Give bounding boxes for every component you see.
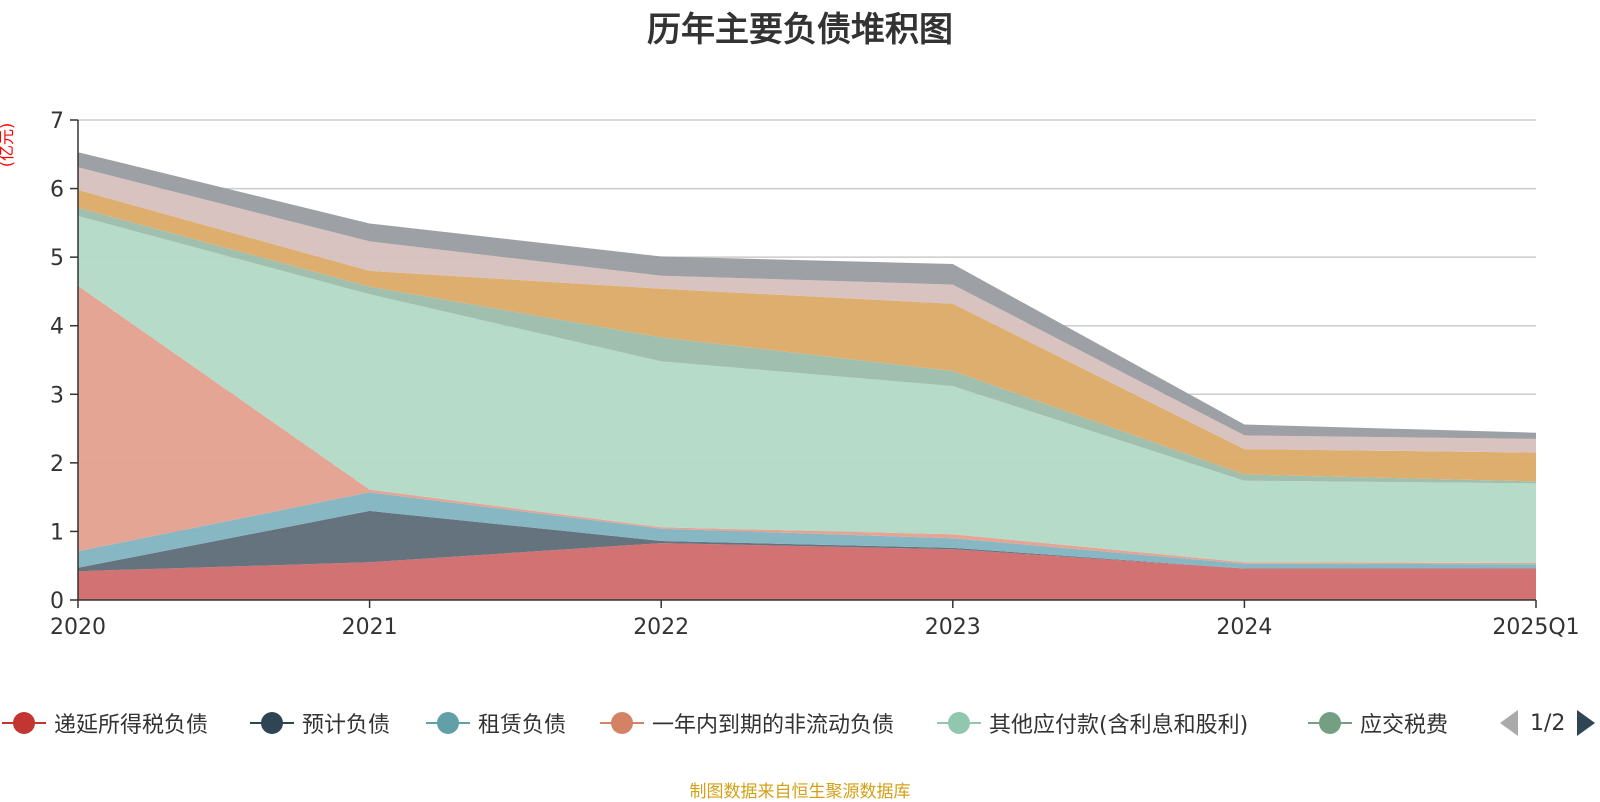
area-series-1 [78, 543, 1536, 600]
legend-label: 预计负债 [302, 713, 391, 738]
x-tick-label: 2020 [50, 615, 106, 640]
legend-item[interactable]: 一年内到期的非流动负债 [598, 703, 894, 743]
legend-marker-icon [937, 712, 981, 734]
area-series-3 [78, 492, 1536, 569]
legend-marker-icon [426, 712, 470, 734]
y-tick-label: 5 [50, 246, 64, 271]
legend-item[interactable]: 递延所得税负债 [0, 703, 208, 743]
x-tick-label: 2022 [633, 615, 689, 640]
source-note: 制图数据来自恒生聚源数据库 [689, 782, 911, 802]
area-series-5 [78, 216, 1536, 563]
x-tick-label: 2023 [925, 615, 981, 640]
area-series-7 [78, 189, 1536, 482]
y-tick-label: 0 [50, 589, 64, 614]
legend-marker-icon [2, 712, 46, 734]
legend: 递延所得税负债 预计负债 租赁负债 一年内到期的非流动负债 其他应付款(含利息和股利) 应… [0, 703, 1600, 743]
next-page-icon[interactable] [1575, 708, 1597, 738]
legend-item[interactable]: 租赁负债 [424, 703, 566, 743]
legend-label: 租赁负债 [478, 713, 567, 738]
legend-marker-icon [1308, 712, 1352, 734]
y-tick-label: 2 [50, 452, 64, 477]
legend-pager: 1/2 [1498, 703, 1597, 743]
previous-page-icon[interactable] [1498, 708, 1520, 738]
x-tick-label: 2025Q1 [1492, 615, 1579, 640]
chart-title: 历年主要负债堆积图 [647, 10, 953, 50]
area-series-2 [78, 510, 1536, 572]
y-tick-label: 6 [50, 178, 64, 203]
legend-marker-icon [600, 712, 644, 734]
chart-plot: 0 1 2 3 4 5 6 7 2020 2021 2022 2023 2024 2025Q1 (亿元) [0, 109, 1580, 640]
y-axis-label: (亿元) [0, 123, 16, 168]
legend-item[interactable]: 其他应付款(含利息和股利) [935, 703, 1248, 743]
legend-label: 应交税费 [1360, 713, 1449, 738]
legend-item[interactable]: 预计负债 [248, 703, 390, 743]
y-tick-label: 3 [50, 383, 64, 408]
page-indicator: 1/2 [1530, 710, 1566, 736]
y-tick-label: 1 [50, 520, 64, 545]
legend-item[interactable]: 应交税费 [1306, 703, 1448, 743]
x-tick-label: 2021 [342, 615, 398, 640]
legend-marker-icon [250, 712, 294, 734]
y-tick-label: 4 [50, 315, 64, 340]
x-tick-label: 2024 [1216, 615, 1272, 640]
y-tick-label: 7 [50, 109, 64, 134]
legend-label: 递延所得税负债 [54, 713, 209, 738]
legend-label: 一年内到期的非流动负债 [652, 713, 895, 738]
legend-label: 其他应付款(含利息和股利) [989, 713, 1249, 738]
